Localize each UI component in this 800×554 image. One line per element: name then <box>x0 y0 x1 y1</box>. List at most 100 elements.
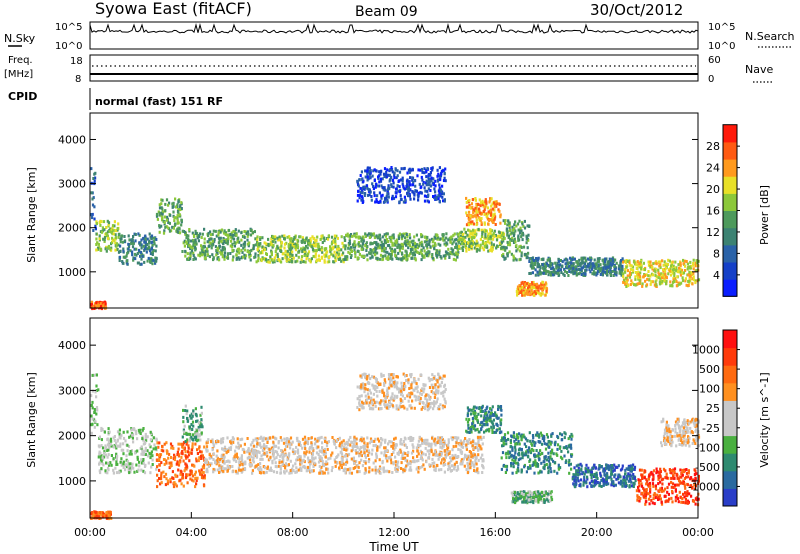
heatmap-cell <box>552 271 555 275</box>
heatmap-cell <box>483 212 486 216</box>
heatmap-cell <box>469 461 472 464</box>
nsearch-label: N.Search <box>745 30 795 43</box>
heatmap-cell <box>164 225 167 229</box>
heatmap-cell <box>439 436 442 440</box>
heatmap-cell <box>115 457 118 461</box>
heatmap-cell <box>308 241 312 245</box>
heatmap-cell <box>267 260 270 264</box>
heatmap-cell <box>255 455 259 459</box>
heatmap-cell <box>177 200 180 204</box>
heatmap-cell <box>271 235 275 239</box>
heatmap-cell <box>598 267 601 271</box>
heatmap-cell <box>212 242 215 246</box>
heatmap-cell <box>490 204 493 208</box>
heatmap-cell <box>150 247 153 251</box>
heatmap-cell <box>432 183 435 187</box>
heatmap-cell <box>409 438 412 442</box>
heatmap-cell <box>439 445 442 449</box>
heatmap-cell <box>314 244 317 248</box>
heatmap-cell <box>534 259 537 263</box>
heatmap-cell <box>373 241 376 244</box>
heatmap-cell <box>609 258 612 262</box>
heatmap-cell <box>379 179 383 183</box>
heatmap-cell <box>601 269 604 273</box>
heatmap-cell <box>139 243 142 247</box>
heatmap-cell <box>432 464 435 468</box>
heatmap-cell <box>194 238 197 242</box>
heatmap-cell <box>100 429 103 432</box>
heatmap-cell <box>469 230 472 234</box>
heatmap-cell <box>403 254 406 258</box>
heatmap-cell <box>427 193 430 197</box>
heatmap-cell <box>258 471 262 474</box>
heatmap-cell <box>185 464 188 468</box>
heatmap-cell <box>92 196 95 200</box>
heatmap-cell <box>183 244 186 248</box>
heatmap-cell <box>528 224 531 228</box>
heatmap-cell <box>520 251 523 255</box>
heatmap-cell <box>691 282 694 286</box>
heatmap-cell <box>270 469 273 472</box>
heatmap-cell <box>354 466 357 470</box>
heatmap-cell <box>439 174 443 178</box>
heatmap-cell <box>394 167 397 171</box>
heatmap-cell <box>640 267 643 271</box>
heatmap-cell <box>304 452 307 456</box>
heatmap-cell <box>427 442 430 446</box>
heatmap-cell <box>119 469 122 473</box>
heatmap-cell <box>324 440 327 443</box>
heatmap-cell <box>229 233 232 236</box>
heatmap-cell <box>252 460 255 464</box>
heatmap-cell <box>461 445 465 449</box>
heatmap-cell <box>411 176 414 180</box>
heatmap-cell <box>139 262 142 266</box>
heatmap-cell <box>177 468 180 472</box>
heatmap-cell <box>215 253 218 257</box>
heatmap-cell <box>535 285 538 289</box>
heatmap-cell <box>114 236 118 240</box>
heatmap-cell <box>408 461 411 465</box>
heatmap-cell <box>457 233 460 236</box>
heatmap-cell <box>319 449 322 453</box>
heatmap-cell <box>391 471 394 474</box>
heatmap-cell <box>226 240 230 244</box>
heatmap-cell <box>426 189 429 193</box>
colorbar-swatch <box>723 227 737 246</box>
heatmap-cell <box>430 237 434 241</box>
heatmap-cell <box>523 281 527 284</box>
heatmap-cell <box>369 232 372 236</box>
heatmap-cell <box>447 449 450 453</box>
heatmap-cell <box>286 444 289 448</box>
heatmap-cell <box>261 449 264 453</box>
heatmap-cell <box>477 244 480 248</box>
heatmap-cell <box>114 466 117 470</box>
heatmap-cell <box>240 470 243 474</box>
heatmap-cell <box>202 470 205 474</box>
heatmap-cell <box>491 233 495 237</box>
heatmap-cell <box>154 249 157 253</box>
heatmap-cell <box>385 238 389 241</box>
heatmap-cell <box>368 169 371 173</box>
cpid-mode-text: normal (fast) 151 RF <box>95 95 223 108</box>
heatmap-cell <box>572 262 575 266</box>
heatmap-cell <box>527 286 530 290</box>
heatmap-cell <box>269 436 272 440</box>
heatmap-cell <box>335 234 338 238</box>
heatmap-cell <box>525 241 528 245</box>
heatmap-cell <box>385 194 388 198</box>
heatmap-cell <box>143 471 147 475</box>
heatmap-cell <box>112 471 115 475</box>
heatmap-cell <box>158 203 161 207</box>
heatmap-cell <box>633 283 636 287</box>
heatmap-cell <box>127 234 130 238</box>
heatmap-cell <box>181 445 184 449</box>
heatmap-cell <box>307 459 310 463</box>
heatmap-cell <box>222 469 225 473</box>
heatmap-cell <box>371 174 374 178</box>
heatmap-cell <box>312 254 315 258</box>
heatmap-cell <box>468 243 471 247</box>
heatmap-cell <box>199 425 202 429</box>
heatmap-cell <box>274 444 278 448</box>
heatmap-cell <box>184 249 187 253</box>
heatmap-cell <box>192 411 195 415</box>
